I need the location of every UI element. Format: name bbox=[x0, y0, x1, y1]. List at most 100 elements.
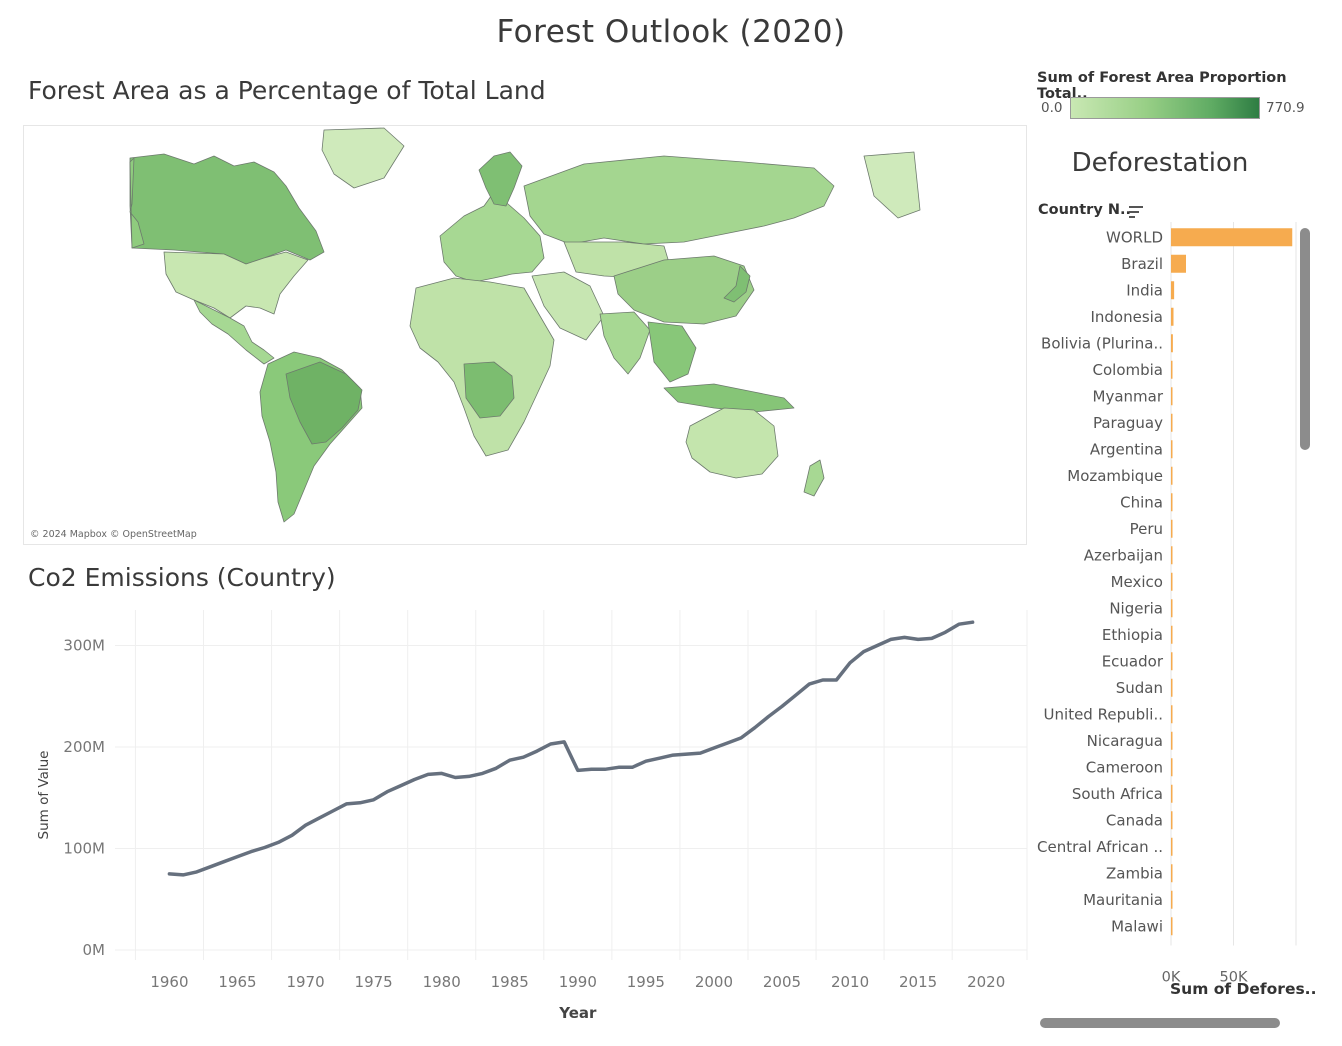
deforestation-bar bbox=[1171, 440, 1173, 459]
y-tick-label: 100M bbox=[63, 840, 105, 858]
y-tick-label: 200M bbox=[63, 738, 105, 756]
category-label: Nigeria bbox=[1109, 599, 1163, 617]
map-region-scandinavia bbox=[478, 151, 523, 207]
x-tick-label: 50K bbox=[1220, 970, 1248, 983]
deforestation-bar bbox=[1171, 731, 1173, 750]
map-region-japan bbox=[723, 265, 751, 303]
co2-line-chart: 0M 100M 200M 300M 1960 1965 1970 1975 1980 1985 19… bbox=[36, 610, 1028, 1022]
deforestation-bar bbox=[1171, 890, 1173, 909]
y-tick-label: 300M bbox=[63, 637, 105, 655]
deforestation-bar bbox=[1171, 572, 1173, 591]
x-tick-label: 2010 bbox=[831, 973, 869, 991]
category-label: Azerbaijan bbox=[1084, 546, 1163, 564]
map-region-russia bbox=[523, 155, 835, 245]
map-attribution: © 2024 Mapbox © OpenStreetMap bbox=[30, 529, 197, 540]
map-title: Forest Area as a Percentage of Total Lan… bbox=[28, 76, 546, 105]
category-label: India bbox=[1126, 281, 1163, 299]
map-region-mexico bbox=[193, 299, 275, 365]
category-label: Peru bbox=[1130, 520, 1163, 538]
category-label: Malawi bbox=[1111, 917, 1163, 935]
deforestation-title: Deforestation bbox=[1071, 148, 1249, 178]
category-label: Colombia bbox=[1093, 361, 1164, 379]
map-region-greenland bbox=[321, 127, 405, 189]
page-title: Forest Outlook (2020) bbox=[496, 14, 846, 50]
x-tick-label: 1990 bbox=[559, 973, 597, 991]
category-label: Nicaragua bbox=[1087, 732, 1163, 750]
map-region-east-siberia bbox=[863, 151, 921, 219]
map-region-congo bbox=[463, 361, 515, 419]
category-label: Brazil bbox=[1121, 255, 1163, 273]
category-label: Mozambique bbox=[1067, 467, 1163, 485]
deforestation-bar bbox=[1171, 625, 1173, 644]
deforestation-bar bbox=[1171, 652, 1173, 671]
deforestation-bar-chart: WORLD Brazil India Indonesia Bolivia (Plurin… bbox=[1037, 222, 1297, 983]
deforestation-bar bbox=[1171, 387, 1173, 406]
co2-series-line bbox=[167, 620, 975, 877]
x-tick-label: 1980 bbox=[423, 973, 461, 991]
x-tick-label: 2015 bbox=[899, 973, 937, 991]
color-legend-ramp bbox=[1070, 97, 1260, 119]
x-tick-label: 2000 bbox=[695, 973, 733, 991]
category-label: Mexico bbox=[1111, 573, 1163, 591]
color-legend-max: 770.9 bbox=[1266, 100, 1305, 116]
deforestation-bar bbox=[1171, 546, 1173, 565]
category-label: Central African .. bbox=[1037, 838, 1163, 856]
map-region-australia bbox=[685, 407, 779, 479]
category-label: China bbox=[1120, 493, 1163, 511]
map-region-new-zealand bbox=[803, 459, 825, 497]
x-tick-label: 1960 bbox=[150, 973, 188, 991]
map-region-usa bbox=[163, 251, 309, 319]
deforestation-bar bbox=[1171, 811, 1173, 830]
deforestation-bar bbox=[1171, 254, 1186, 273]
deforestation-bar bbox=[1171, 228, 1293, 247]
deforestation-bar bbox=[1171, 784, 1173, 803]
category-label: United Republi.. bbox=[1044, 705, 1163, 723]
deforestation-bar bbox=[1171, 519, 1173, 538]
map-region-india bbox=[599, 311, 651, 375]
category-label: Canada bbox=[1106, 811, 1163, 829]
deforestation-bar bbox=[1171, 466, 1173, 485]
map-region-china bbox=[613, 255, 755, 325]
deforestation-bar bbox=[1171, 360, 1173, 379]
category-label: Argentina bbox=[1090, 440, 1163, 458]
deforestation-bar bbox=[1171, 334, 1173, 353]
category-label: Cameroon bbox=[1086, 758, 1163, 776]
map-region-brazil bbox=[285, 361, 363, 445]
deforestation-bar bbox=[1171, 864, 1173, 883]
world-map-graphic bbox=[129, 127, 921, 523]
x-tick-label: 1970 bbox=[286, 973, 324, 991]
category-label: Ethiopia bbox=[1102, 626, 1163, 644]
map-region-southeast-asia bbox=[647, 321, 697, 383]
deforestation-x-axis-label: Sum of Defores.. bbox=[1170, 980, 1317, 998]
category-label: Bolivia (Plurina.. bbox=[1041, 334, 1163, 352]
map-region-europe bbox=[439, 191, 545, 283]
map-region-indonesia bbox=[663, 383, 795, 413]
map-region-middle-east bbox=[531, 271, 605, 341]
forest-map[interactable]: © 2024 Mapbox © OpenStreetMap bbox=[23, 125, 1027, 545]
deforestation-bar bbox=[1171, 413, 1173, 432]
category-label: WORLD bbox=[1106, 228, 1163, 246]
country-field-label[interactable]: Country N.. bbox=[1038, 202, 1131, 218]
deforestation-bar bbox=[1171, 678, 1173, 697]
x-tick-label: 0K bbox=[1162, 970, 1181, 983]
horizontal-scrollbar[interactable] bbox=[1040, 1018, 1280, 1028]
x-tick-label: 1975 bbox=[355, 973, 393, 991]
deforestation-bar bbox=[1171, 758, 1173, 777]
sort-descending-icon[interactable] bbox=[1128, 205, 1144, 219]
color-legend-min: 0.0 bbox=[1041, 100, 1063, 116]
category-label: Zambia bbox=[1106, 864, 1163, 882]
y-tick-label: 0M bbox=[83, 941, 106, 959]
vertical-scrollbar[interactable] bbox=[1300, 228, 1310, 450]
x-axis-title: Year bbox=[558, 1004, 597, 1022]
x-tick-label: 1995 bbox=[627, 973, 665, 991]
category-label: Sudan bbox=[1116, 679, 1163, 697]
map-region-alaska bbox=[129, 157, 145, 249]
x-tick-label: 2020 bbox=[967, 973, 1005, 991]
deforestation-bar bbox=[1171, 599, 1173, 618]
x-tick-label: 2005 bbox=[763, 973, 801, 991]
deforestation-bar bbox=[1171, 917, 1173, 936]
x-tick-label: 1985 bbox=[491, 973, 529, 991]
category-label: Indonesia bbox=[1090, 308, 1163, 326]
deforestation-bar bbox=[1171, 493, 1173, 512]
deforestation-bar bbox=[1171, 705, 1173, 724]
